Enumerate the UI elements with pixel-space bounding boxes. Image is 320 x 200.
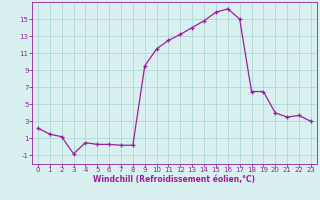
X-axis label: Windchill (Refroidissement éolien,°C): Windchill (Refroidissement éolien,°C) xyxy=(93,175,255,184)
